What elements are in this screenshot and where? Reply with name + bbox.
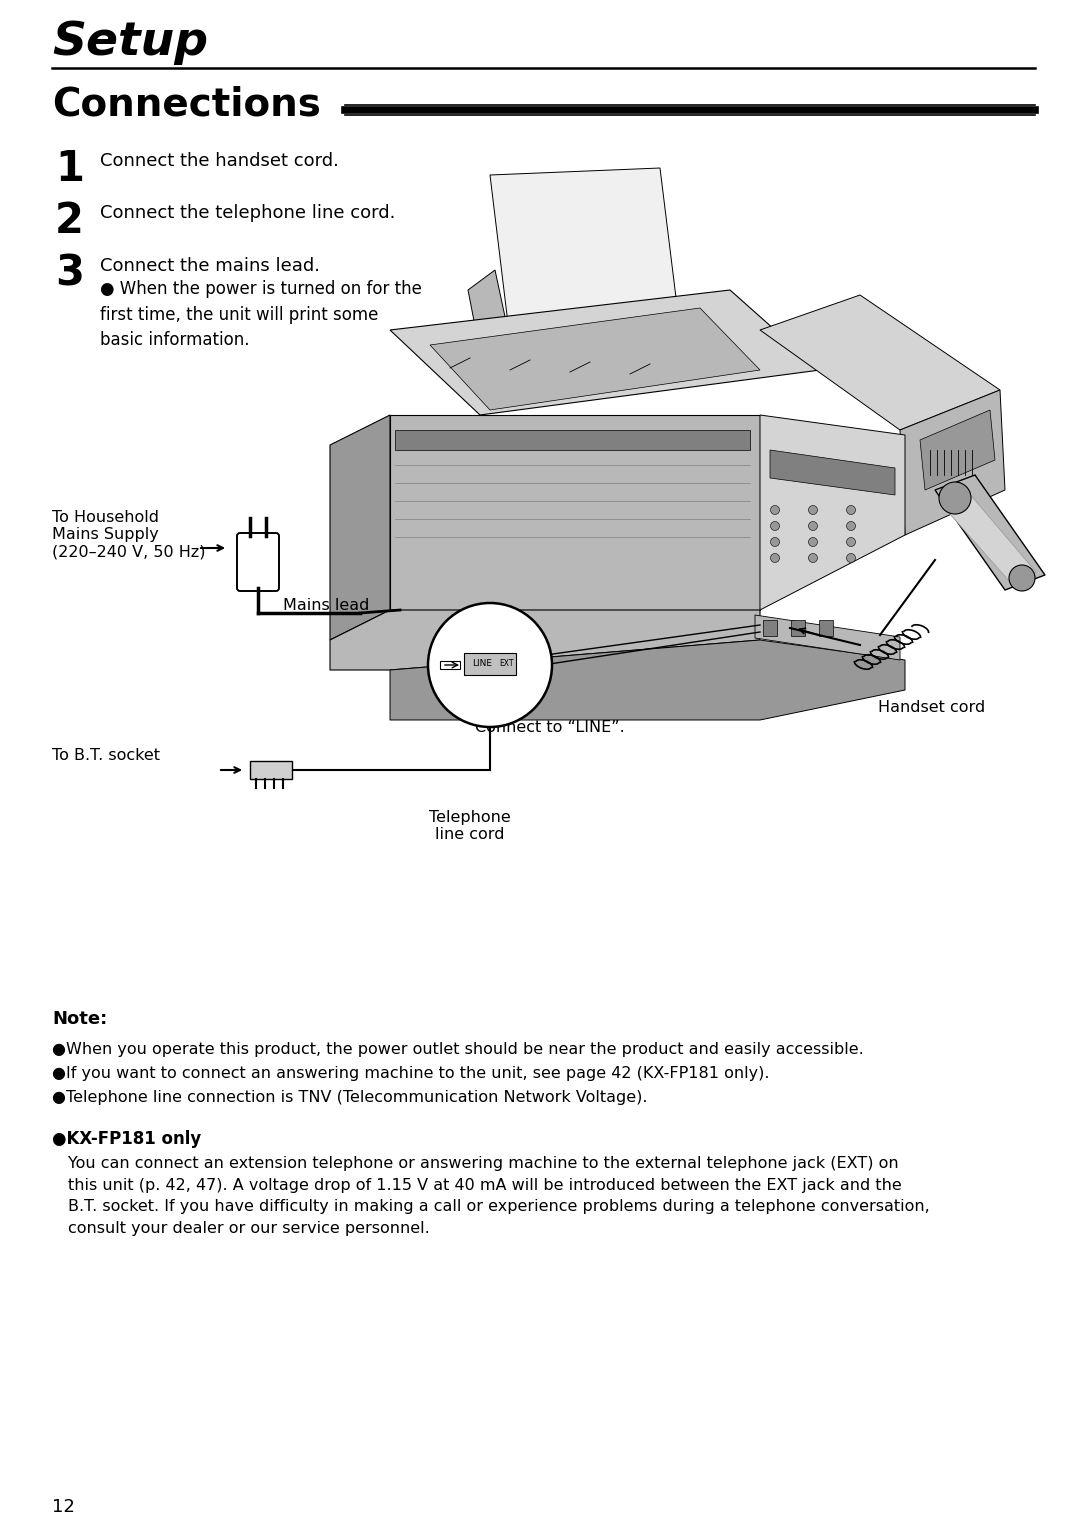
Text: 3: 3 [55,253,84,295]
Polygon shape [760,295,1000,430]
Text: To B.T. socket: To B.T. socket [52,748,160,763]
Polygon shape [330,610,760,670]
Circle shape [1009,565,1035,591]
FancyBboxPatch shape [237,533,279,591]
Polygon shape [330,415,390,639]
Text: Telephone
line cord: Telephone line cord [429,810,511,842]
Circle shape [847,554,855,563]
Text: Connect the telephone line cord.: Connect the telephone line cord. [100,204,395,221]
Polygon shape [900,391,1005,536]
Text: You can connect an extension telephone or answering machine to the external tele: You can connect an extension telephone o… [68,1157,930,1236]
Circle shape [809,554,818,563]
Text: To Household
Mains Supply
(220–240 V, 50 Hz): To Household Mains Supply (220–240 V, 50… [52,510,205,560]
Polygon shape [395,430,750,450]
Circle shape [939,482,971,514]
Bar [762,620,777,636]
Text: Connections: Connections [52,85,321,124]
Text: ●If you want to connect an answering machine to the unit, see page 42 (KX-FP181 : ●If you want to connect an answering mac… [52,1067,769,1080]
Circle shape [770,522,780,531]
Polygon shape [942,491,1036,581]
Circle shape [809,522,818,531]
Text: ●KX-FP181 only: ●KX-FP181 only [52,1129,201,1148]
Circle shape [809,505,818,514]
Polygon shape [440,661,460,668]
Circle shape [770,505,780,514]
Text: EXT: EXT [499,659,513,668]
Text: 1: 1 [55,148,84,191]
Text: Setup: Setup [52,20,208,66]
Bar [819,620,833,636]
Text: Connect the mains lead.: Connect the mains lead. [100,256,320,275]
Polygon shape [468,270,510,362]
Polygon shape [430,308,760,410]
Bar [249,761,292,778]
Text: 12: 12 [52,1499,75,1515]
Circle shape [770,537,780,546]
Bar [791,620,805,636]
Polygon shape [920,410,995,490]
Polygon shape [390,415,760,610]
Circle shape [809,537,818,546]
Circle shape [770,554,780,563]
Text: Connect the handset cord.: Connect the handset cord. [100,153,339,169]
Circle shape [428,603,552,726]
Polygon shape [770,450,895,494]
Polygon shape [390,639,905,720]
Text: Handset cord: Handset cord [878,700,985,716]
Text: 2: 2 [55,200,84,243]
Circle shape [847,505,855,514]
Polygon shape [935,475,1045,591]
Text: Mains lead: Mains lead [283,598,369,613]
Bar [464,653,516,674]
Polygon shape [760,415,905,610]
Polygon shape [490,168,680,340]
Text: LINE: LINE [472,659,492,668]
Text: Connect to “LINE”.: Connect to “LINE”. [475,720,624,736]
Text: ●When you operate this product, the power outlet should be near the product and : ●When you operate this product, the powe… [52,1042,864,1058]
Circle shape [847,522,855,531]
Text: ● When the power is turned on for the
first time, the unit will print some
basic: ● When the power is turned on for the fi… [100,279,422,349]
Circle shape [847,537,855,546]
Text: Note:: Note: [52,1010,107,1029]
Text: ●Telephone line connection is TNV (Telecommunication Network Voltage).: ●Telephone line connection is TNV (Telec… [52,1090,648,1105]
Polygon shape [755,615,900,661]
Polygon shape [390,290,820,415]
